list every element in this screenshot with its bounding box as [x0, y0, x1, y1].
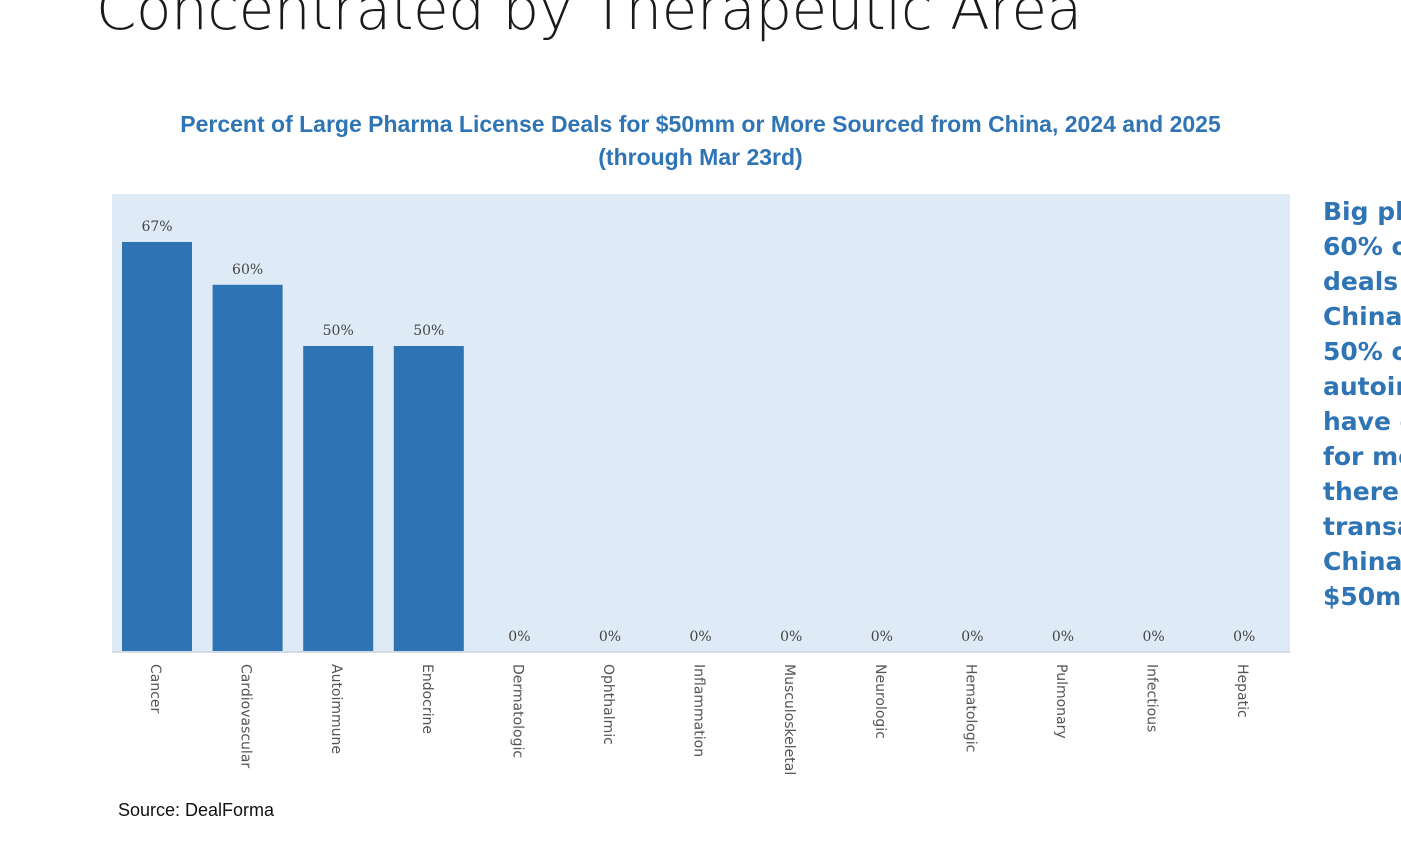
category-label: Ophthalmic — [600, 664, 616, 745]
category-label: Pulmonary — [1053, 664, 1069, 739]
value-label: 0% — [599, 629, 621, 645]
value-label: 0% — [1142, 629, 1164, 645]
category-labels-group: Cancer Cardiovascular Autoimmune Endocrine D… — [147, 664, 1250, 775]
category-label: Inflammation — [691, 664, 707, 757]
side-note-line: 50% o — [1323, 337, 1401, 366]
value-label: 0% — [961, 629, 983, 645]
bars-group — [122, 241, 464, 651]
side-note: Big ph 60% o deals China 50% o autoin have c fo… — [1323, 194, 1401, 614]
category-label: Hepatic — [1234, 664, 1250, 718]
side-note-line: China — [1323, 547, 1401, 576]
side-note-line: 60% o — [1323, 232, 1401, 261]
value-label: 60% — [232, 262, 263, 278]
value-label: 0% — [780, 629, 802, 645]
side-note-line: deals — [1323, 267, 1399, 296]
category-label: Hematologic — [962, 664, 978, 752]
value-label: 67% — [141, 219, 172, 235]
side-note-line: have c — [1323, 407, 1401, 436]
chart-title: Percent of Large Pharma License Deals fo… — [180, 111, 1221, 170]
category-label: Dermatologic — [509, 664, 525, 758]
side-note-line: Big ph — [1323, 197, 1401, 226]
side-note-line: transa — [1323, 512, 1401, 541]
value-labels-group: 67% 60% 50% 50% 0% 0% 0% 0% 0% 0% 0% 0% 0% — [141, 219, 1255, 645]
value-label: 50% — [413, 323, 444, 339]
value-label: 0% — [1233, 629, 1255, 645]
value-label: 50% — [323, 323, 354, 339]
category-label: Endocrine — [419, 664, 435, 734]
category-label: Cancer — [147, 664, 163, 714]
bar-cancer — [122, 241, 192, 651]
category-label: Cardiovascular — [238, 664, 254, 768]
category-label: Autoimmune — [328, 664, 344, 754]
value-label: 0% — [871, 629, 893, 645]
side-note-line: for mo — [1323, 442, 1401, 471]
side-note-line: China — [1323, 302, 1401, 331]
side-note-line: $50mm — [1323, 582, 1401, 611]
category-label: Musculoskeletal — [781, 664, 797, 775]
bar-autoimmune — [303, 346, 374, 651]
category-label: Infectious — [1144, 664, 1160, 732]
page-heading: Concentrated by Therapeutic Area — [96, 0, 1082, 43]
value-label: 0% — [689, 629, 711, 645]
value-label: 0% — [508, 629, 530, 645]
side-note-line: autoin — [1323, 372, 1401, 401]
bar-endocrine — [393, 346, 464, 651]
side-note-line: there l — [1323, 477, 1401, 506]
bar-cardiovascular — [212, 284, 283, 651]
source-note: Source: DealForma — [118, 800, 275, 820]
category-label: Neurologic — [872, 664, 888, 739]
plot-area — [112, 194, 1290, 652]
value-label: 0% — [1052, 629, 1074, 645]
